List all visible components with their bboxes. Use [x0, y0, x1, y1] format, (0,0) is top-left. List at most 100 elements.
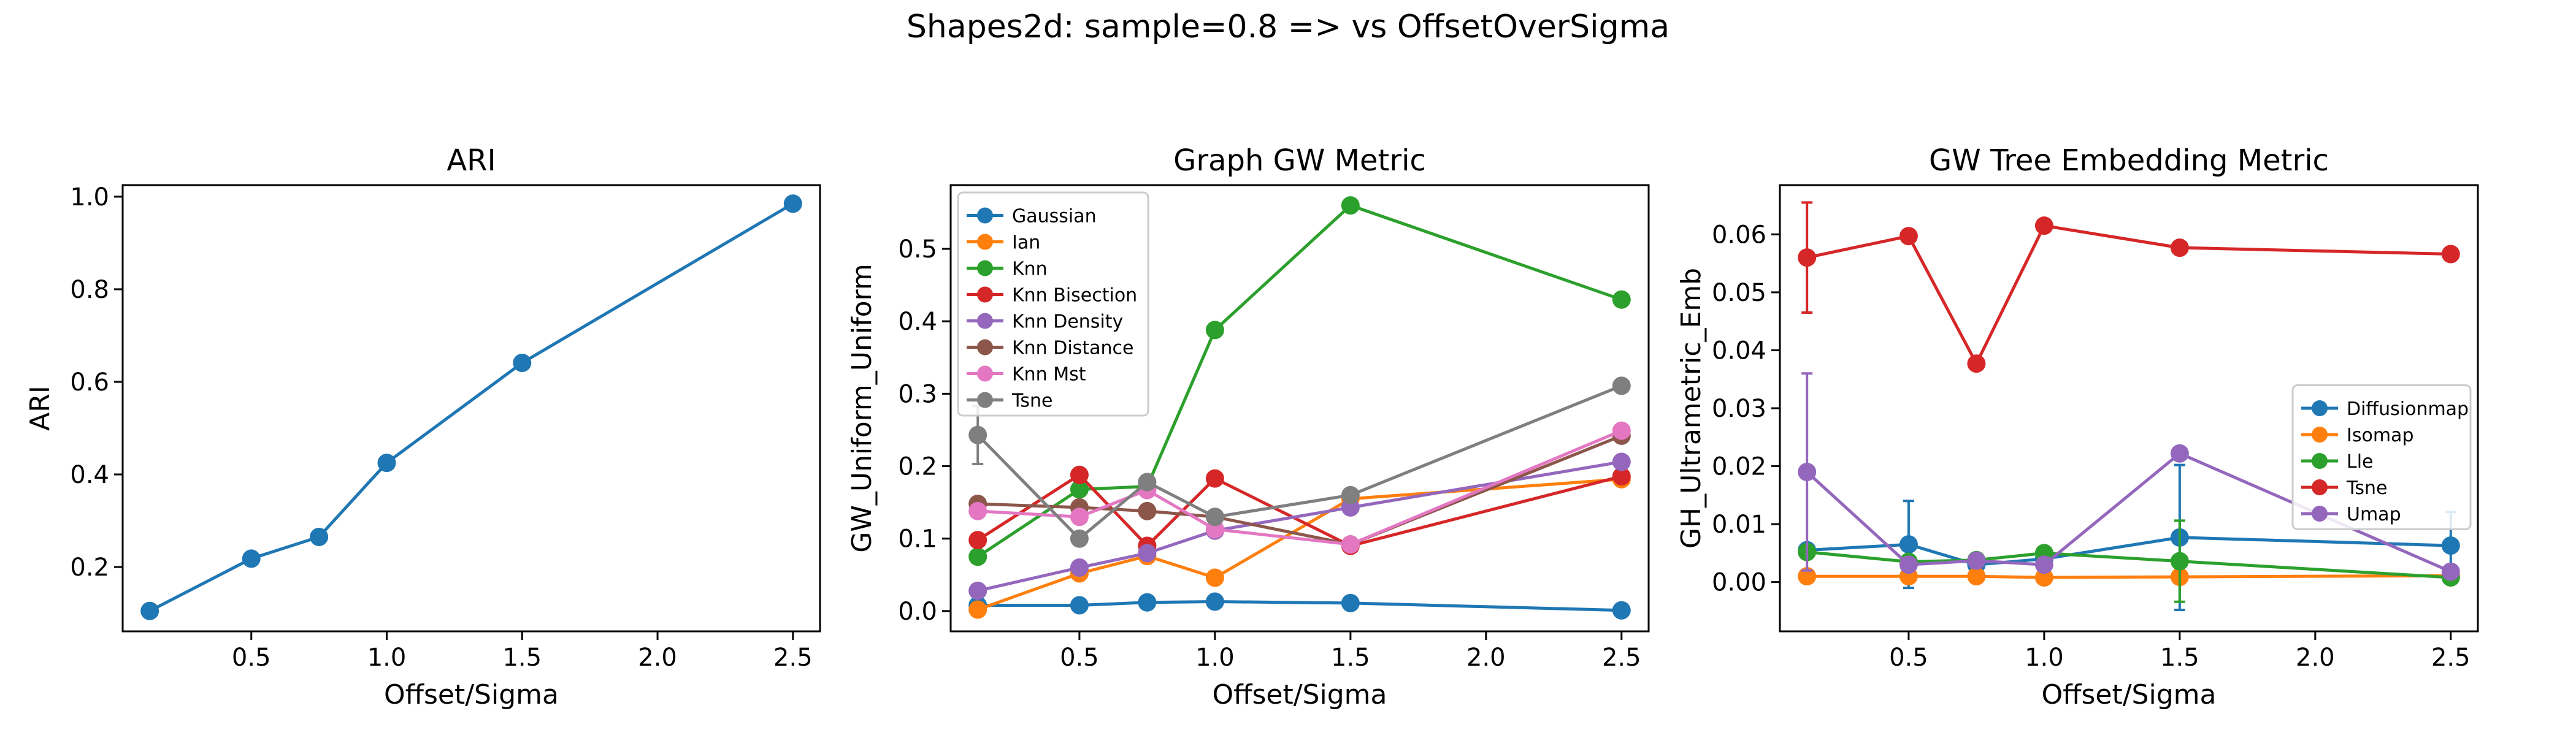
y-tick-label: 0.02	[1712, 453, 1766, 481]
legend-label: Tsne	[2346, 477, 2387, 499]
y-axis-label: GW_Uniform_Uniform	[846, 264, 878, 552]
y-axis-label: GH_Ultrametric_Emb	[1676, 268, 1707, 549]
legend-box	[2291, 384, 2472, 530]
chart-title: Graph GW Metric	[1173, 143, 1426, 178]
legend-label: Diffusionmap	[2347, 398, 2469, 420]
data-point	[1205, 568, 1224, 587]
data-point	[2441, 536, 2460, 555]
y-tick-label: 0.04	[1712, 337, 1766, 365]
legend: Gaussian Ian Knn Knn Bisection Knn Density Kn…	[957, 191, 1149, 417]
y-tick-label: 0.4	[898, 308, 937, 336]
y-axis-label: ARI	[25, 386, 56, 431]
data-point	[968, 425, 987, 444]
legend-label: Knn Bisection	[1012, 285, 1137, 306]
data-point	[1612, 601, 1631, 620]
data-point	[968, 531, 987, 550]
series-tsne	[1798, 201, 2460, 373]
x-tick-label: 1.5	[1331, 644, 1370, 672]
y-tick-label: 0.06	[1712, 221, 1766, 249]
x-tick-label: 1.5	[502, 644, 542, 672]
data-point	[2034, 568, 2053, 587]
legend-item: Tsne	[2301, 477, 2387, 499]
x-tick-label: 2.0	[1466, 644, 1506, 672]
x-tick-label: 1.0	[2025, 644, 2064, 672]
data-point	[1798, 463, 1817, 481]
series-tsne	[968, 376, 1631, 548]
legend-swatch-marker	[977, 339, 993, 356]
data-point	[1205, 508, 1224, 527]
series-knn-distance	[968, 426, 1631, 554]
data-point	[2441, 562, 2460, 581]
legend: Diffusionmap Isomap Lle Tsne Umap	[2291, 384, 2472, 530]
series-line	[978, 600, 1622, 612]
legend-swatch-marker	[977, 365, 993, 382]
data-point	[1798, 248, 1817, 267]
legend-label: Isomap	[2347, 425, 2413, 446]
legend-swatch-marker	[977, 260, 993, 276]
series-line	[976, 204, 1622, 558]
legend-item: Diffusionmap	[2301, 398, 2469, 420]
y-tick-label: 1.0	[70, 183, 109, 211]
data-point	[1899, 535, 1918, 554]
data-point	[1205, 592, 1224, 611]
legend-label: Knn Distance	[1012, 338, 1133, 359]
data-point	[513, 353, 532, 372]
series-line	[977, 477, 1622, 611]
legend-box	[957, 191, 1149, 417]
series-line	[1806, 452, 2451, 573]
data-point	[1070, 529, 1089, 548]
data-point	[2034, 216, 2053, 235]
legend-label: Knn Density	[1012, 311, 1123, 333]
series-line	[977, 460, 1622, 593]
data-point	[968, 600, 987, 619]
chart-panel-1: ARI 0.5 1.0 1.5 2.0 2.5 0.2 0.4 0.6 0.8 1.0 Offset/…	[25, 143, 821, 710]
x-tick-label: 2.5	[1602, 644, 1641, 672]
legend-swatch-marker	[2312, 400, 2328, 416]
series-line	[976, 384, 1622, 541]
axes-frame	[121, 184, 821, 633]
legend-label: Lle	[2347, 451, 2374, 473]
legend-item: Gaussian	[967, 206, 1097, 227]
data-point	[1899, 555, 1918, 574]
data-point	[968, 501, 987, 520]
axes-frame	[949, 184, 1650, 633]
x-axis-label: Offset/Sigma	[1213, 679, 1387, 710]
series-ian	[968, 470, 1631, 619]
x-tick-label: 0.5	[232, 644, 271, 672]
legend-item: Knn Density	[967, 311, 1123, 333]
plot-area	[1798, 201, 2460, 612]
y-tick-label: 0.00	[1712, 569, 1766, 597]
chart-panel-2: Graph GW Metric 0.5 1.0 1.5 2.0 2.5 0.0 0.1 0.2 0…	[846, 143, 1650, 710]
series-line	[1806, 550, 2451, 579]
legend-label: Knn	[1012, 259, 1048, 280]
legend-item: Tsne	[967, 390, 1052, 412]
series-knn-bisection	[968, 465, 1631, 555]
data-point	[2034, 555, 2053, 574]
data-point	[1070, 480, 1089, 499]
data-point	[242, 549, 261, 568]
data-point	[1341, 535, 1360, 554]
data-point	[310, 527, 329, 546]
series-line	[149, 202, 794, 613]
y-tick-label: 0.2	[898, 453, 937, 481]
legend-item: Knn Bisection	[967, 285, 1137, 306]
data-point	[1612, 376, 1631, 395]
legend-swatch-marker	[2312, 479, 2328, 495]
data-point	[783, 194, 802, 213]
y-tick-label: 0.01	[1712, 511, 1766, 539]
data-point	[1138, 501, 1157, 520]
legend-swatch-marker	[977, 392, 993, 408]
data-point	[1138, 593, 1157, 612]
chart-panel-3: GW Tree Embedding Metric 0.5 1.0 1.5 2.0 2.5 0…	[1676, 143, 2479, 710]
y-tick-label: 0.2	[70, 554, 109, 582]
legend-item: Umap	[2301, 504, 2401, 525]
legend-swatch-marker	[977, 286, 993, 303]
series-gaussian	[968, 592, 1631, 620]
data-point	[1612, 290, 1631, 309]
legend-swatch-marker	[2312, 506, 2328, 522]
data-point	[2170, 444, 2189, 463]
x-tick-label: 1.5	[2160, 644, 2199, 672]
legend-swatch-marker	[977, 234, 993, 250]
data-point	[1205, 469, 1224, 488]
